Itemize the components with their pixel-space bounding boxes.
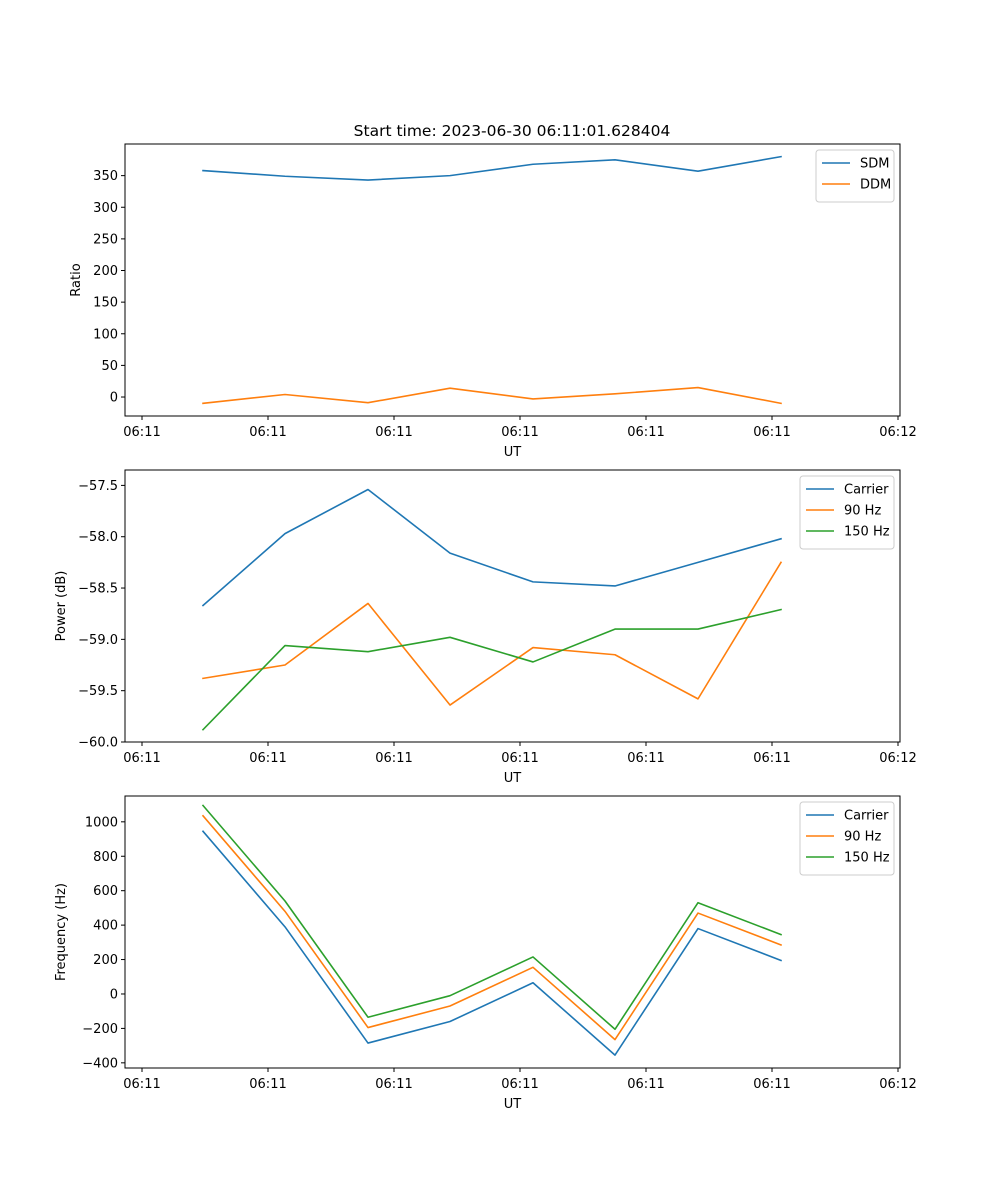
series-line-carrier <box>201 488 782 607</box>
y-tick-label: −59.5 <box>78 684 118 699</box>
axes-frame <box>124 795 901 1069</box>
y-tick-label: 150 <box>93 296 118 311</box>
legend: SDM DDM <box>815 149 895 203</box>
axes-frame <box>124 469 901 743</box>
x-tick-label: 06:11 <box>249 425 286 440</box>
y-axis-label: Power (dB) <box>54 571 69 642</box>
x-tick-label: 06:11 <box>501 1077 538 1092</box>
y-axis-label: Ratio <box>69 263 84 296</box>
x-tick-label: 06:11 <box>249 751 286 766</box>
y-tick-label: −58.0 <box>78 530 118 545</box>
y-tick-label: −57.5 <box>78 479 118 494</box>
legend-entry-label: 90 Hz <box>844 504 881 519</box>
subplots: 0 50 100 150 200 250 300 350 06:11 06:11 06:11 06:1… <box>54 143 917 1112</box>
x-tick-label: 06:12 <box>879 425 916 440</box>
series-line-90-hz <box>201 814 783 1041</box>
x-tick-label: 06:11 <box>123 1077 160 1092</box>
y-tick-label: 250 <box>93 232 118 247</box>
legend-entry-label: Carrier <box>844 809 889 824</box>
x-tick-label: 06:11 <box>375 1077 412 1092</box>
y-tick-label: 600 <box>93 884 118 899</box>
x-tick-label: 06:11 <box>753 1077 790 1092</box>
x-tick-label: 06:11 <box>249 1077 286 1092</box>
y-tick-label: 350 <box>93 169 118 184</box>
x-tick-label: 06:11 <box>123 751 160 766</box>
x-tick-label: 06:11 <box>753 751 790 766</box>
x-tick-label: 06:11 <box>375 751 412 766</box>
subplot-3: −400 −200 0 200 400 600 800 1000 06:11 06:11 06:11… <box>54 795 917 1112</box>
subplot-1: 0 50 100 150 200 250 300 350 06:11 06:11 06:11 06:1… <box>69 143 917 460</box>
axes-frame <box>124 143 901 417</box>
y-tick-label: 800 <box>93 850 118 865</box>
legend-entry-label: DDM <box>860 178 891 193</box>
legend-entry-label: 150 Hz <box>844 851 890 866</box>
series-line-ddm <box>202 386 782 405</box>
legend: Carrier 90 Hz 150 Hz <box>799 801 895 876</box>
y-tick-label: 200 <box>93 953 118 968</box>
legend-entry-label: SDM <box>860 157 889 172</box>
y-tick-label: 0 <box>110 987 118 1002</box>
y-tick-label: 1000 <box>85 815 118 830</box>
x-tick-label: 06:12 <box>879 1077 916 1092</box>
y-tick-label: 50 <box>101 359 118 374</box>
series-line-150-hz <box>201 608 782 731</box>
x-axis-label: UT <box>504 445 522 460</box>
y-axis-label: Frequency (Hz) <box>54 883 69 981</box>
x-tick-label: 06:11 <box>627 751 664 766</box>
y-tick-label: −200 <box>82 1022 118 1037</box>
legend-entry-label: 150 Hz <box>844 525 890 540</box>
y-tick-label: −60.0 <box>78 736 118 751</box>
legend: Carrier 90 Hz 150 Hz <box>799 475 895 550</box>
y-tick-label: 0 <box>110 391 118 406</box>
y-tick-label: 300 <box>93 201 118 216</box>
chart-title: Start time: 2023-06-30 06:11:01.628404 <box>354 122 671 140</box>
x-tick-label: 06:11 <box>375 425 412 440</box>
series-line-90-hz <box>202 561 783 706</box>
x-tick-label: 06:11 <box>627 1077 664 1092</box>
series-line-sdm <box>202 155 782 181</box>
y-tick-label: 400 <box>93 919 118 934</box>
x-axis-label: UT <box>504 771 522 786</box>
y-tick-label: −59.0 <box>78 633 118 648</box>
x-tick-label: 06:11 <box>123 425 160 440</box>
x-tick-label: 06:11 <box>501 751 538 766</box>
series-line-150-hz <box>201 804 783 1031</box>
legend-entry-label: 90 Hz <box>844 830 881 845</box>
x-tick-label: 06:12 <box>879 751 916 766</box>
x-tick-label: 06:11 <box>753 425 790 440</box>
x-axis-label: UT <box>504 1097 522 1112</box>
y-tick-label: 200 <box>93 264 118 279</box>
y-tick-label: −400 <box>82 1056 118 1071</box>
x-tick-label: 06:11 <box>627 425 664 440</box>
legend-entry-label: Carrier <box>844 483 889 498</box>
series-line-carrier <box>201 830 783 1056</box>
y-tick-label: −58.5 <box>78 582 118 597</box>
y-tick-label: 100 <box>93 327 118 342</box>
x-tick-label: 06:11 <box>501 425 538 440</box>
subplot-2: −60.0 −59.5 −59.0 −58.5 −58.0 −57.5 06:11 06:11… <box>54 469 917 786</box>
